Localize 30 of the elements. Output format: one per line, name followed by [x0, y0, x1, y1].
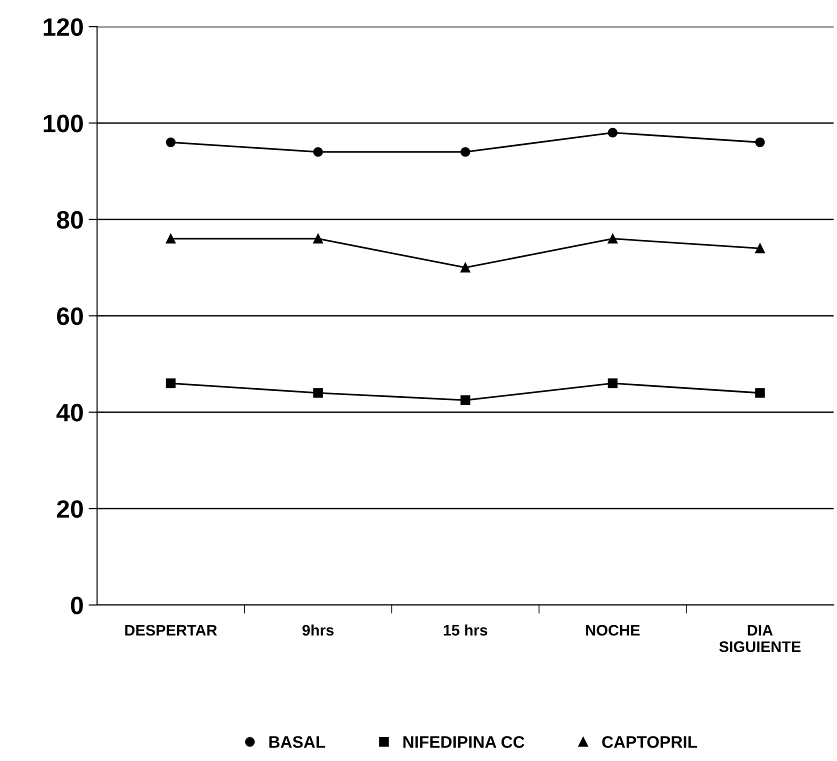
point	[608, 378, 618, 388]
x-tick-label: 9hrs	[302, 624, 334, 636]
point	[166, 137, 176, 148]
point	[755, 137, 765, 148]
y-tick-label: 40	[56, 404, 83, 422]
point	[460, 395, 470, 406]
y-tick-label: 100	[44, 114, 83, 132]
y-tick-label: 0	[70, 596, 83, 614]
x-tick-label: NOCHE	[586, 624, 640, 636]
point	[608, 128, 618, 138]
y-tick-label: 120	[44, 18, 83, 36]
x-tick-label: DESPERTAR	[125, 624, 217, 636]
point	[755, 388, 765, 398]
point	[460, 147, 470, 157]
legend-label: CAPTOPRIL	[602, 736, 697, 748]
y-tick-label: 80	[56, 211, 83, 229]
point	[166, 378, 176, 388]
point	[166, 234, 176, 244]
x-tick-label: 15 hrs	[444, 624, 488, 636]
legend-label: BASAL	[269, 736, 326, 748]
point	[313, 234, 323, 244]
legend-label: NIFEDIPINA CC	[403, 736, 524, 748]
point	[755, 243, 765, 254]
y-tick-label: 20	[56, 500, 83, 518]
y-tick-label: 60	[57, 307, 83, 326]
point	[460, 262, 470, 272]
x-tick-label: DIA SIGUIENTE	[719, 625, 801, 652]
point	[608, 234, 618, 244]
point	[313, 388, 323, 398]
point	[313, 147, 323, 157]
